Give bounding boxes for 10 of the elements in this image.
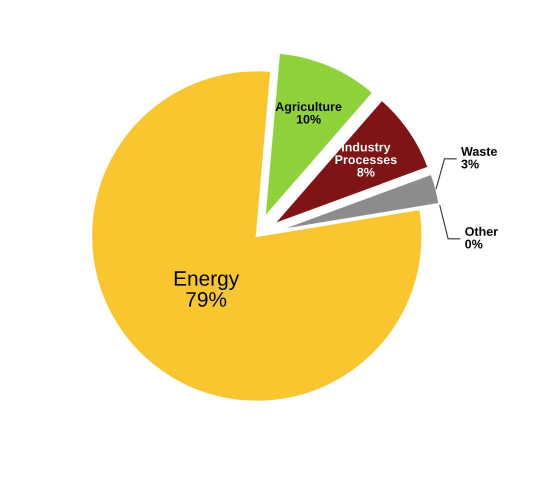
data-label: 10%	[296, 114, 321, 124]
data-label: 3%	[461, 160, 479, 168]
slice-label: Agriculture	[276, 102, 342, 114]
category-label: Other	[465, 226, 498, 236]
slice-label: Waste	[461, 147, 497, 156]
slice-label: Energy	[174, 271, 240, 290]
data-label: 79%	[186, 292, 226, 307]
data-label: 8%	[357, 168, 375, 177]
text: 0%	[465, 240, 482, 248]
slice-label: Industry Processes	[335, 142, 397, 164]
